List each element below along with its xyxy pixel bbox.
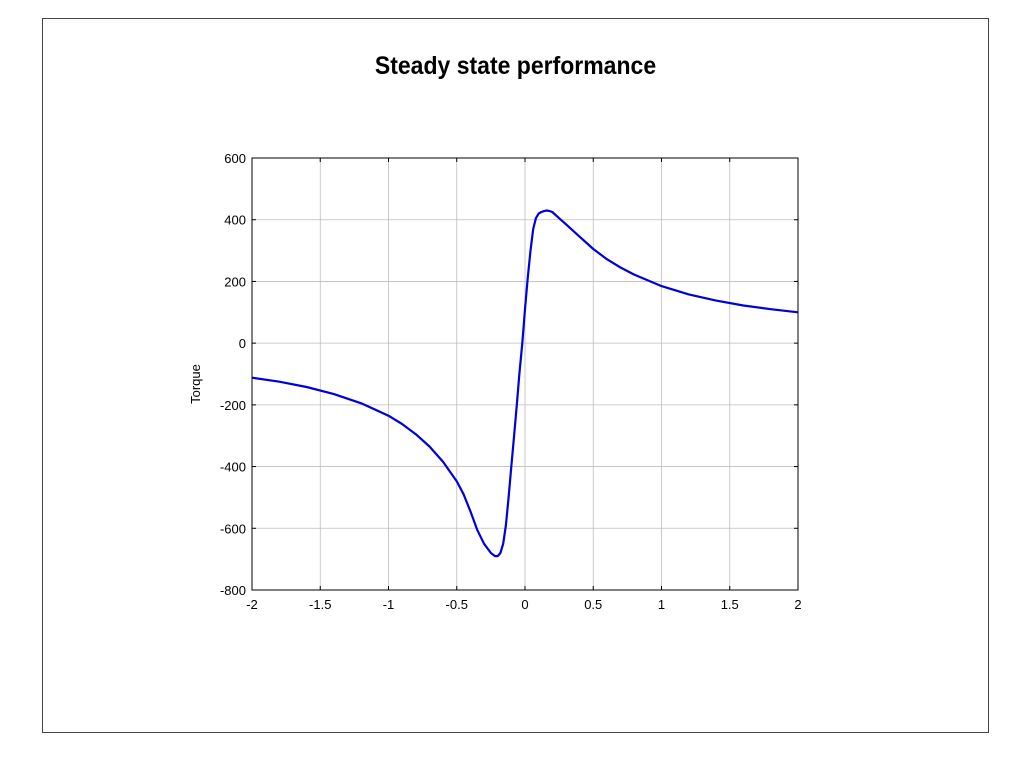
y-tick-label: 0 <box>239 336 246 351</box>
tick-layer <box>251 157 799 591</box>
y-tick-label: 400 <box>224 213 246 228</box>
y-tick-label: 200 <box>224 274 246 289</box>
x-tick-label: -1.5 <box>309 597 331 612</box>
chart-title: Steady state performance <box>374 52 657 80</box>
y-tick-label: -600 <box>220 521 246 536</box>
x-tick-label: -0.5 <box>446 597 468 612</box>
x-tick-label: 2 <box>794 597 801 612</box>
y-tick-label: -800 <box>220 583 246 598</box>
y-tick-label: -200 <box>220 398 246 413</box>
figure-frame <box>42 18 989 733</box>
x-tick-label: 0.5 <box>584 597 602 612</box>
x-tick-label: 1 <box>658 597 665 612</box>
x-tick-label: -2 <box>246 597 258 612</box>
y-tick-label: -400 <box>220 460 246 475</box>
tick-label-layer: -2 -1.5 -1 -0.5 0 0.5 1 1.5 2 -800 -600 -400 -200 0 20… <box>220 151 802 612</box>
series-line-torque <box>251 209 799 558</box>
grid-layer <box>251 157 799 591</box>
y-axis-label: Torque <box>188 364 203 404</box>
x-tick-label: 0 <box>521 597 528 612</box>
y-tick-label: 600 <box>224 151 246 166</box>
x-tick-label: 1.5 <box>721 597 739 612</box>
x-tick-label: -1 <box>383 597 395 612</box>
